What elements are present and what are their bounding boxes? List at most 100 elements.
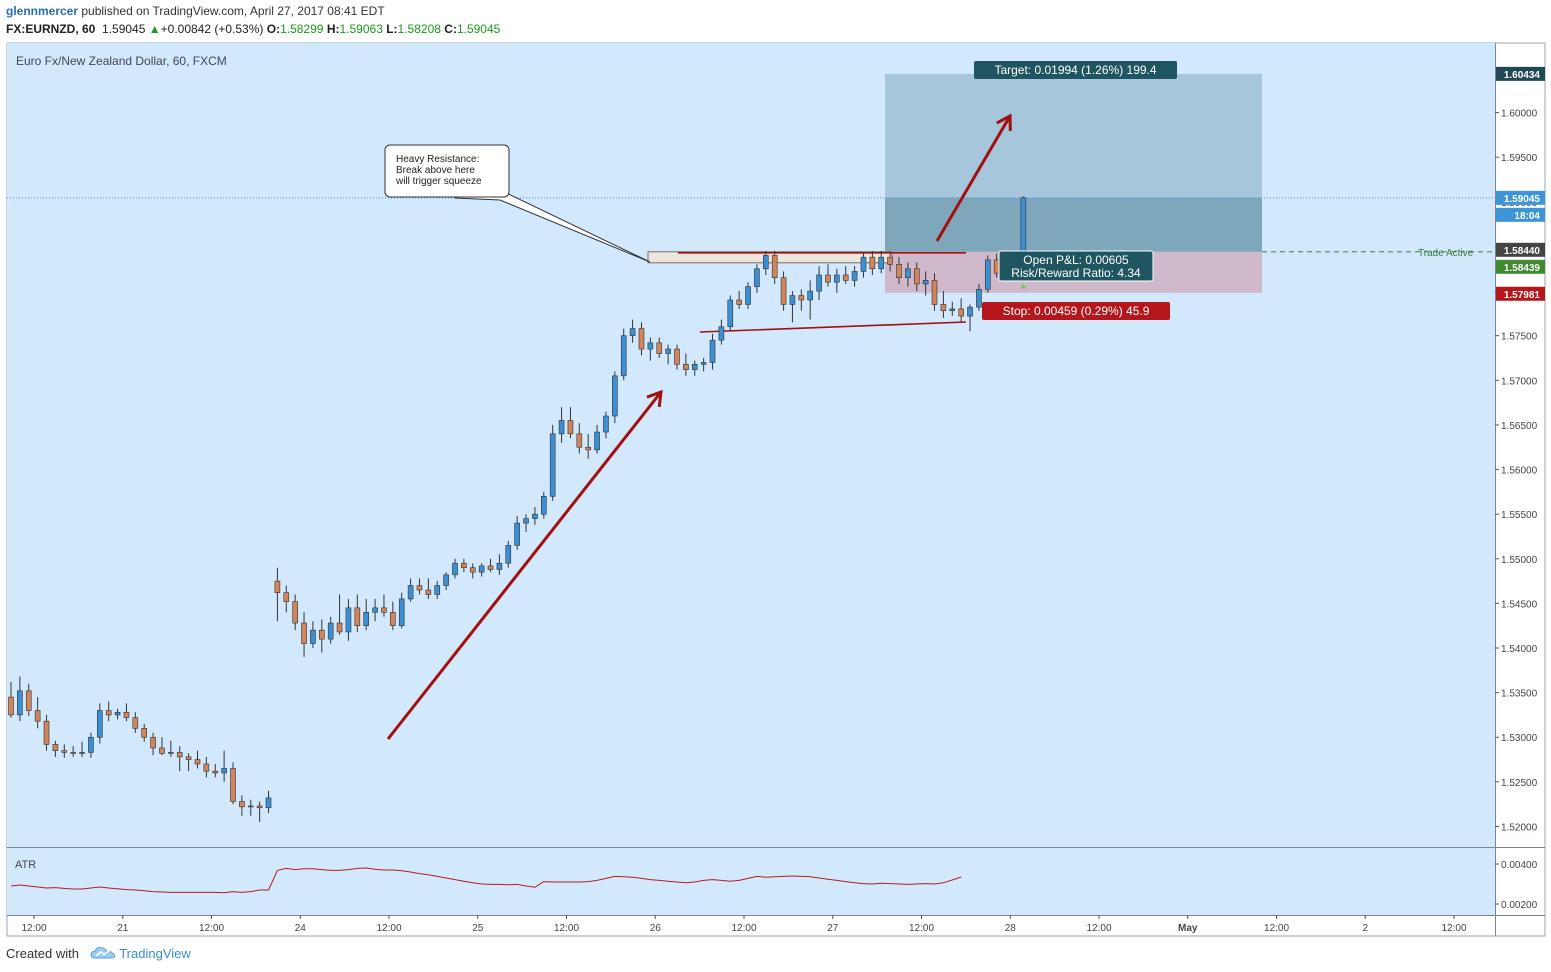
candle-body <box>221 768 227 774</box>
atr-line <box>10 867 962 894</box>
candle-body <box>185 756 192 760</box>
tradingview-cloud-icon <box>90 946 115 959</box>
time-tick-label: 28 <box>1005 923 1017 934</box>
candle-body <box>834 274 840 283</box>
price-axis[interactable]: 1.52000 1.52500 1.53000 1.53500 1.54000 1.545… <box>1495 66 1545 834</box>
high-value: 1.59063 <box>339 22 383 36</box>
candle-body <box>398 598 405 626</box>
candle-body <box>727 299 734 328</box>
time-tick-label: 12:00 <box>376 923 401 934</box>
candle-body <box>88 736 94 753</box>
price-marker-label: 1.59045 <box>1504 194 1541 205</box>
candle-body <box>461 562 467 568</box>
candle-body <box>452 562 458 576</box>
candle-body <box>301 622 307 644</box>
price-marker-last[interactable] <box>1496 190 1545 205</box>
candle-body <box>754 268 760 287</box>
candle-body <box>425 589 432 595</box>
candle-body <box>61 750 68 753</box>
candle-body <box>807 290 814 301</box>
price-tick-label: 1.53500 <box>1501 689 1538 700</box>
pl-label-box[interactable] <box>998 250 1154 282</box>
candle-body <box>905 268 911 278</box>
candle-body <box>79 752 85 754</box>
price-marker-target[interactable] <box>1496 66 1545 81</box>
risk-reward-label: Risk/Reward Ratio: 4.34 <box>1011 266 1141 280</box>
candle-body <box>878 256 885 270</box>
time-tick-label: 12:00 <box>1086 923 1111 934</box>
atr-tick-label: 0.00200 <box>1501 900 1538 911</box>
price-tick-label: 1.57000 <box>1501 376 1538 387</box>
price-tick-label: 1.56500 <box>1501 421 1538 432</box>
tradingview-link[interactable]: TradingView <box>119 946 191 961</box>
candle-body <box>336 622 343 633</box>
low-value: 1.58208 <box>397 22 441 36</box>
candle-body <box>851 271 858 281</box>
candle-body <box>363 612 370 626</box>
position-labels[interactable]: Target: 0.01994 (1.26%) 199.4 Stop: 0.004… <box>974 61 1177 320</box>
price-tick-label: 1.60000 <box>1501 109 1538 120</box>
candle-body <box>762 255 769 270</box>
candle-body <box>310 629 316 644</box>
time-tick-label: 12:00 <box>909 923 934 934</box>
username-link[interactable]: glennmercer <box>6 4 79 18</box>
price-marker-label: 1.58439 <box>1504 263 1541 274</box>
candle-body <box>390 612 396 626</box>
candle-body <box>771 255 778 278</box>
price-marker-label: 1.60434 <box>1504 70 1541 81</box>
candle-body <box>292 601 298 624</box>
candle-body <box>176 752 183 758</box>
created-with-text: Created with <box>6 946 79 961</box>
time-tick-label: May <box>1178 923 1198 934</box>
resistance-callout[interactable]: Heavy Resistance: Break above here will … <box>384 144 651 263</box>
candle-body <box>647 342 654 350</box>
time-tick-label: 27 <box>827 923 839 934</box>
candle-body <box>478 565 485 573</box>
time-tick-label: 24 <box>295 923 307 934</box>
callout-box[interactable] <box>384 144 510 198</box>
target-label-box[interactable] <box>974 61 1177 79</box>
candle-body <box>34 710 41 722</box>
candle-body <box>123 711 130 718</box>
candle-body <box>718 326 725 341</box>
candle-body <box>922 280 929 285</box>
candle-body <box>576 433 583 448</box>
time-axis[interactable]: 12:00 21 12:00 24 12:00 25 12:00 26 12:00 27 12:00… <box>21 915 1467 934</box>
candle-body <box>603 415 609 433</box>
low-label: L: <box>386 22 398 36</box>
support-trendline[interactable] <box>699 321 967 333</box>
candle-body <box>283 592 290 602</box>
main-pane[interactable] <box>7 43 1495 847</box>
time-tick-label: 12:00 <box>1441 923 1466 934</box>
price-change: +0.00842 (+0.53%) <box>160 22 264 36</box>
price-marker-stop[interactable] <box>1496 286 1545 301</box>
uptrend-arrow[interactable] <box>386 391 663 740</box>
candle-body <box>540 496 547 515</box>
candle-body <box>265 797 272 809</box>
price-tick-label: 1.52500 <box>1501 778 1538 789</box>
atr-pane[interactable] <box>7 848 1495 915</box>
candle-body <box>203 763 210 772</box>
candle-body <box>381 607 387 613</box>
stop-label: Stop: 0.00459 (0.29%) 45.9 <box>1003 304 1150 318</box>
footer: Created with TradingView <box>6 946 191 961</box>
stop-label-box[interactable] <box>982 302 1170 320</box>
open-value: 1.58299 <box>280 22 324 36</box>
price-marker-entry[interactable] <box>1496 242 1545 257</box>
candle-body <box>674 348 680 365</box>
candle-body <box>549 433 556 497</box>
price-tick-label: 1.55500 <box>1501 510 1538 521</box>
price-tick-label: 1.54000 <box>1501 644 1538 655</box>
callout-line-2: Break above here <box>396 165 475 176</box>
price-marker-current-entry[interactable] <box>1496 259 1545 274</box>
open-profit-zone <box>885 197 1262 252</box>
candle-body <box>52 744 59 751</box>
candle-body <box>620 335 627 377</box>
price-tick-label: 1.57500 <box>1501 332 1538 343</box>
candle-body <box>168 752 174 754</box>
price-marker-countdown[interactable] <box>1496 207 1545 222</box>
breakout-arrow[interactable] <box>935 115 1012 242</box>
candle-body <box>274 580 281 593</box>
time-tick-label: 12:00 <box>1264 923 1289 934</box>
